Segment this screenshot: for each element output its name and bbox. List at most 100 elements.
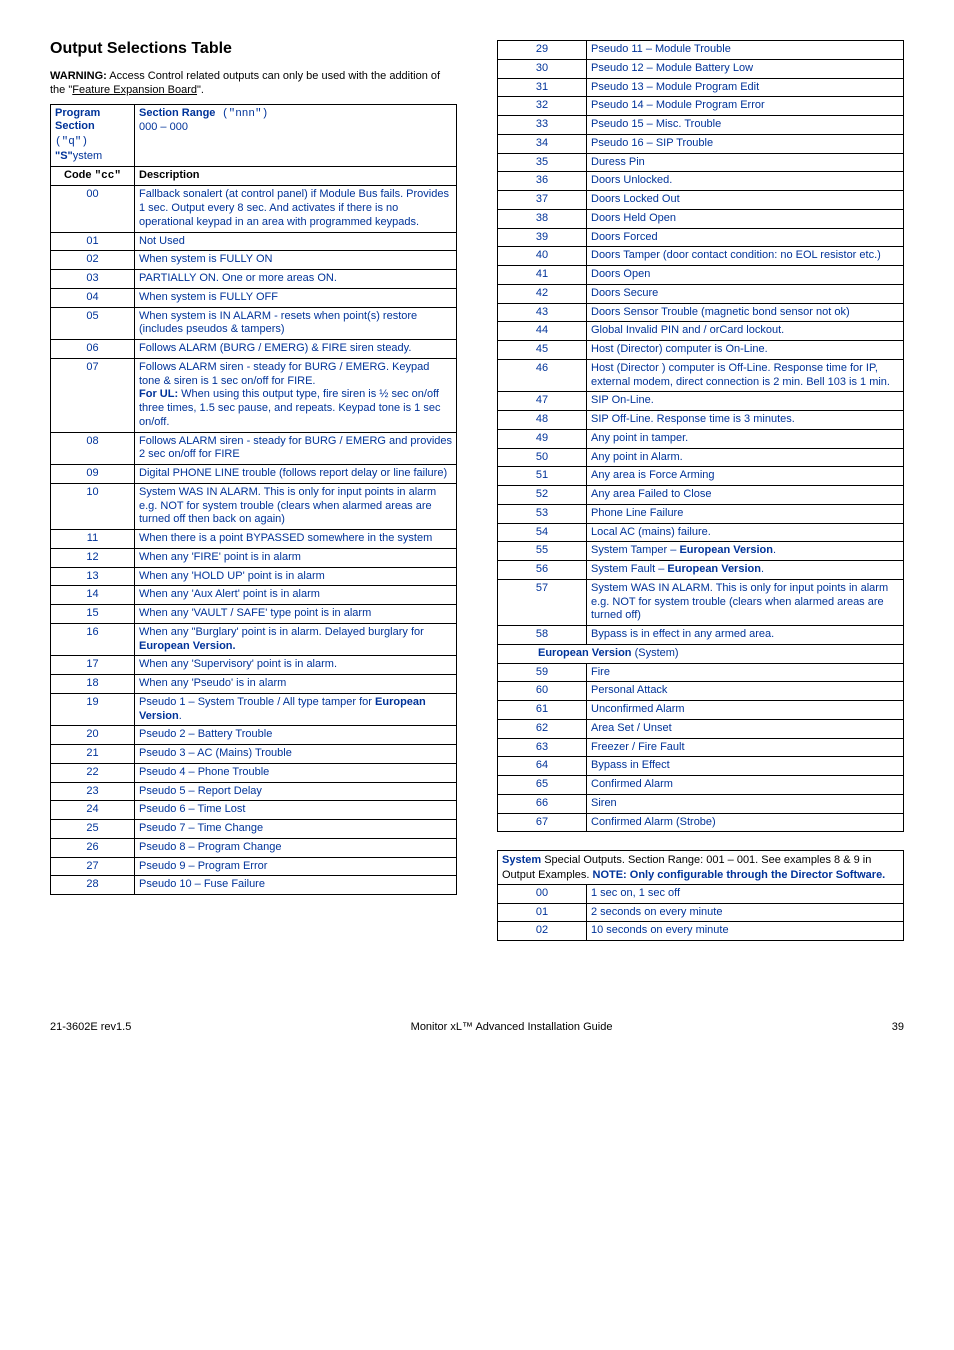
table-row-code: 07: [51, 358, 135, 432]
output-selections-table-right: 29Pseudo 11 – Module Trouble30Pseudo 12 …: [497, 40, 904, 832]
warning-paragraph: WARNING: Access Control related outputs …: [50, 69, 457, 98]
table-row-desc: Pseudo 9 – Program Error: [135, 857, 457, 876]
table-row-desc: Area Set / Unset: [587, 719, 904, 738]
table-row-desc: Global Invalid PIN and / orCard lockout.: [587, 322, 904, 341]
table-row-desc: When system is FULLY ON: [135, 251, 457, 270]
table-row-code: 02: [51, 251, 135, 270]
table-row-code: 36: [498, 172, 587, 191]
table-row-desc: Host (Director) computer is On-Line.: [587, 341, 904, 360]
table-row-code: 15: [51, 605, 135, 624]
table-row-code: 53: [498, 504, 587, 523]
table-row-code: 40: [498, 247, 587, 266]
table-row-desc: Any area Failed to Close: [587, 486, 904, 505]
table-row-desc: When any 'FIRE' point is in alarm: [135, 548, 457, 567]
table-row-code: 59: [498, 663, 587, 682]
table-row-code: 02: [498, 922, 587, 941]
table-row-desc: Follows ALARM siren - steady for BURG / …: [135, 358, 457, 432]
table-row-desc: Bypass in Effect: [587, 757, 904, 776]
table-row-desc: Pseudo 2 – Battery Trouble: [135, 726, 457, 745]
table-row-code: 49: [498, 429, 587, 448]
table-row-code: 61: [498, 701, 587, 720]
table-row-desc: When there is a point BYPASSED somewhere…: [135, 530, 457, 549]
table-row-code: 34: [498, 134, 587, 153]
table-row-code: 56: [498, 561, 587, 580]
warning-text-b: ".: [197, 84, 204, 96]
table-row-code: 51: [498, 467, 587, 486]
table-row-code: 01: [498, 903, 587, 922]
table-row-code: 06: [51, 340, 135, 359]
table-row-desc: Doors Forced: [587, 228, 904, 247]
table-row-code: 22: [51, 763, 135, 782]
european-version-header: European Version (System): [498, 644, 904, 663]
hdr-section-range: Section Range ("nnn") 000 – 000: [135, 104, 457, 166]
table-row-desc: Any point in tamper.: [587, 429, 904, 448]
table-row-desc: Pseudo 7 – Time Change: [135, 820, 457, 839]
table-row-code: 31: [498, 78, 587, 97]
table-row-desc: Doors Open: [587, 266, 904, 285]
table-row-desc: 1 sec on, 1 sec off: [587, 884, 904, 903]
table-row-desc: When any 'HOLD UP' point is in alarm: [135, 567, 457, 586]
section-heading: Output Selections Table: [50, 40, 457, 58]
table-row-desc: Follows ALARM (BURG / EMERG) & FIRE sire…: [135, 340, 457, 359]
table-row-desc: SIP On-Line.: [587, 392, 904, 411]
table-row-desc: Doors Secure: [587, 284, 904, 303]
table-row-code: 54: [498, 523, 587, 542]
table-row-desc: When system is FULLY OFF: [135, 288, 457, 307]
table-row-desc: Doors Held Open: [587, 209, 904, 228]
table-row-code: 25: [51, 820, 135, 839]
table-row-desc: When any 'Supervisory' point is in alarm…: [135, 656, 457, 675]
table-row-code: 28: [51, 876, 135, 895]
table-row-code: 50: [498, 448, 587, 467]
table-row-code: 05: [51, 307, 135, 340]
table-row-code: 04: [51, 288, 135, 307]
table-row-desc: Bypass is in effect in any armed area.: [587, 626, 904, 645]
table-row-code: 11: [51, 530, 135, 549]
warning-link: Feature Expansion Board: [72, 84, 197, 96]
table-row-desc: SIP Off-Line. Response time is 3 minutes…: [587, 411, 904, 430]
table-row-desc: When any 'Aux Alert' point is in alarm: [135, 586, 457, 605]
table-row-desc: Pseudo 1 – System Trouble / All type tam…: [135, 693, 457, 726]
table-row-desc: Follows ALARM siren - steady for BURG / …: [135, 432, 457, 465]
table-row-desc: Pseudo 5 – Report Delay: [135, 782, 457, 801]
table-row-code: 38: [498, 209, 587, 228]
table-row-code: 08: [51, 432, 135, 465]
footer-center: Monitor xL™ Advanced Installation Guide: [411, 1021, 613, 1033]
table-row-code: 43: [498, 303, 587, 322]
table-row-desc: Pseudo 14 – Module Program Error: [587, 97, 904, 116]
table-row-desc: When any 'VAULT / SAFE' type point is in…: [135, 605, 457, 624]
footer-right: 39: [892, 1021, 904, 1033]
page-footer: 21-3602E rev1.5 Monitor xL™ Advanced Ins…: [50, 1021, 904, 1033]
table-row-code: 29: [498, 41, 587, 60]
table-row-code: 24: [51, 801, 135, 820]
table-row-desc: Phone Line Failure: [587, 504, 904, 523]
table-row-code: 48: [498, 411, 587, 430]
table-row-desc: Any point in Alarm.: [587, 448, 904, 467]
table-row-code: 17: [51, 656, 135, 675]
table-row-desc: Fire: [587, 663, 904, 682]
table-row-desc: System WAS IN ALARM. This is only for in…: [135, 483, 457, 529]
footer-left: 21-3602E rev1.5: [50, 1021, 131, 1033]
table-row-desc: Personal Attack: [587, 682, 904, 701]
table-row-code: 64: [498, 757, 587, 776]
table-row-code: 60: [498, 682, 587, 701]
table-row-desc: Pseudo 3 – AC (Mains) Trouble: [135, 745, 457, 764]
table-row-code: 45: [498, 341, 587, 360]
table-row-code: 37: [498, 191, 587, 210]
table-row-desc: Doors Sensor Trouble (magnetic bond sens…: [587, 303, 904, 322]
table-row-code: 26: [51, 838, 135, 857]
table-row-code: 18: [51, 675, 135, 694]
table-row-code: 27: [51, 857, 135, 876]
table-row-code: 19: [51, 693, 135, 726]
table-row-code: 09: [51, 465, 135, 484]
table-row-code: 57: [498, 579, 587, 625]
table-row-code: 32: [498, 97, 587, 116]
table-row-desc: Pseudo 4 – Phone Trouble: [135, 763, 457, 782]
table-row-desc: Digital PHONE LINE trouble (follows repo…: [135, 465, 457, 484]
table-row-code: 65: [498, 776, 587, 795]
table-row-code: 30: [498, 59, 587, 78]
table-row-code: 00: [51, 186, 135, 232]
table-row-desc: Doors Tamper (door contact condition: no…: [587, 247, 904, 266]
table-row-desc: 2 seconds on every minute: [587, 903, 904, 922]
table-row-code: 01: [51, 232, 135, 251]
table-row-code: 21: [51, 745, 135, 764]
